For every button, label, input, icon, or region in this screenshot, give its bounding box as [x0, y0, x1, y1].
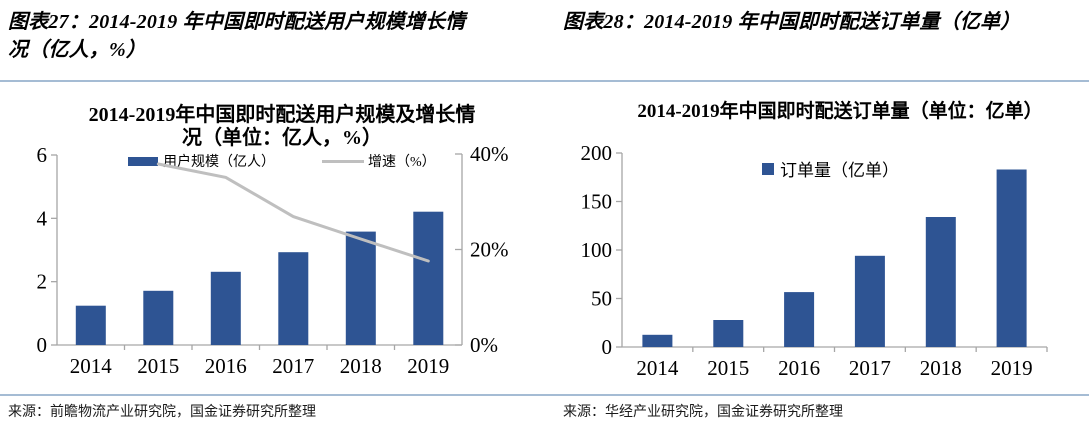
bar-2015 [143, 290, 174, 345]
bottom-divider [0, 394, 1089, 396]
y-axis-tick-label: 150 [581, 190, 613, 214]
y-axis-tick-label: 0 [37, 333, 48, 357]
y-axis-tick-label: 200 [581, 141, 613, 165]
top-divider [0, 80, 1089, 82]
x-axis-label-2015: 2015 [707, 356, 749, 380]
bar-2019 [996, 169, 1027, 347]
figure28-chart: 0 50 100 150 200 2014 2015 2016 2017 2018 2019 [581, 141, 1048, 380]
right-axis-tick-label: 0% [470, 333, 498, 357]
x-axis-label-2017: 2017 [849, 356, 891, 380]
x-axis-label-2019: 2019 [407, 354, 449, 378]
bar-legend-swatch [762, 162, 774, 175]
y-axis-tick-label: 0 [602, 335, 613, 359]
x-axis-label-2014: 2014 [636, 356, 679, 380]
y-axis-tick-label: 50 [591, 287, 612, 311]
bar-2014 [75, 305, 106, 345]
x-axis-label-2018: 2018 [920, 356, 962, 380]
axis-lines [56, 155, 462, 346]
bar-2017 [278, 252, 309, 345]
bar-2014 [642, 334, 673, 347]
y-axis-tick-label: 6 [37, 143, 48, 167]
x-axis-label-2017: 2017 [272, 354, 314, 378]
x-axis-label-2014: 2014 [70, 354, 113, 378]
bar-2016 [784, 292, 815, 347]
y-axis-tick-label: 100 [581, 238, 613, 262]
bar-2015 [713, 320, 744, 347]
line-legend-label: 增速（%） [368, 155, 436, 170]
growth-line [156, 162, 430, 263]
x-axis-label-2019: 2019 [991, 356, 1033, 380]
bar-2019 [413, 211, 444, 345]
bar-legend-swatch [128, 156, 158, 166]
figure27-chart: 0 2 4 6 0% 20% 40% 2014 2015 2016 2017 2018 2019 [37, 142, 509, 378]
bar-2016 [210, 271, 241, 345]
figure27-header: 图表27：2014-2019 年中国即时配送用户规模增长情况（亿人，%） [8, 11, 466, 61]
line-legend-swatch [322, 159, 364, 163]
right-axis-tick-label: 20% [470, 238, 509, 262]
axis-lines [621, 153, 1047, 348]
figure28-chart-title: 2014-2019年中国即时配送订单量（单位：亿单） [637, 101, 1043, 122]
right-axis-tick-label: 40% [470, 142, 509, 166]
figure28-source: 来源：华经产业研究院，国金证券研究所整理 [563, 405, 843, 420]
x-axis-label-2015: 2015 [137, 354, 179, 378]
figure27-legend: 用户规模（亿人） 增速（%） [128, 151, 436, 171]
bar-2018 [925, 217, 956, 347]
bar-2018 [345, 231, 376, 345]
x-axis-label-2016: 2016 [778, 356, 820, 380]
bar-2017 [854, 255, 885, 347]
figure28-header: 图表28：2014-2019 年中国即时配送订单量（亿单） [563, 11, 1021, 33]
x-axis-label-2016: 2016 [205, 354, 247, 378]
bar-legend-label: 订单量（亿单） [780, 161, 899, 180]
y-axis-tick-label: 2 [37, 270, 48, 294]
figure27-chart-title: 2014-2019年中国即时配送用户规模及增长情况（单位：亿人，%） [88, 104, 476, 149]
y-axis-tick-label: 4 [37, 206, 48, 230]
x-axis-label-2018: 2018 [340, 354, 382, 378]
bar-legend-label: 用户规模（亿人） [163, 155, 275, 170]
figure27-source: 来源：前瞻物流产业研究院，国金证券研究所整理 [8, 405, 316, 420]
figure28-legend: 订单量（亿单） [762, 156, 899, 181]
